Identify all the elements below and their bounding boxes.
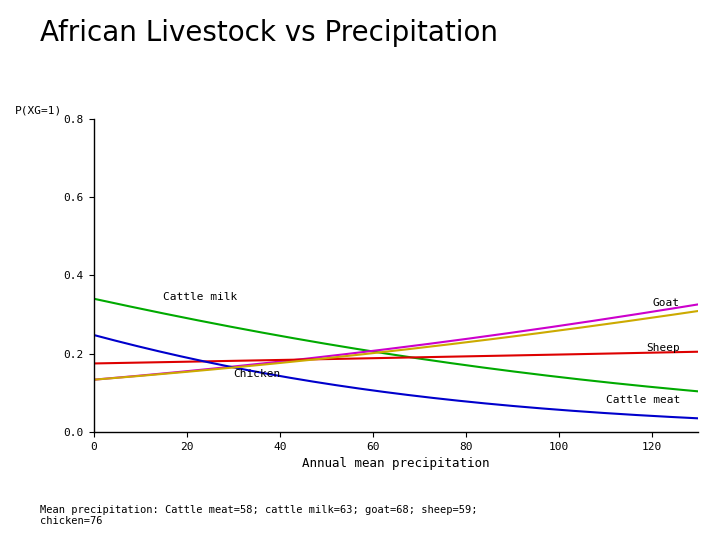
Text: P(XG=1): P(XG=1): [15, 106, 62, 116]
Text: Chicken: Chicken: [233, 369, 280, 379]
Text: Goat: Goat: [653, 298, 680, 308]
X-axis label: Annual mean precipitation: Annual mean precipitation: [302, 457, 490, 470]
Text: Cattle milk: Cattle milk: [163, 292, 238, 302]
Text: Sheep: Sheep: [646, 343, 680, 353]
Text: Mean precipitation: Cattle meat=58; cattle milk=63; goat=68; sheep=59;
chicken=7: Mean precipitation: Cattle meat=58; catt…: [40, 505, 477, 526]
Text: African Livestock vs Precipitation: African Livestock vs Precipitation: [40, 19, 498, 47]
Text: Cattle meat: Cattle meat: [606, 395, 680, 404]
